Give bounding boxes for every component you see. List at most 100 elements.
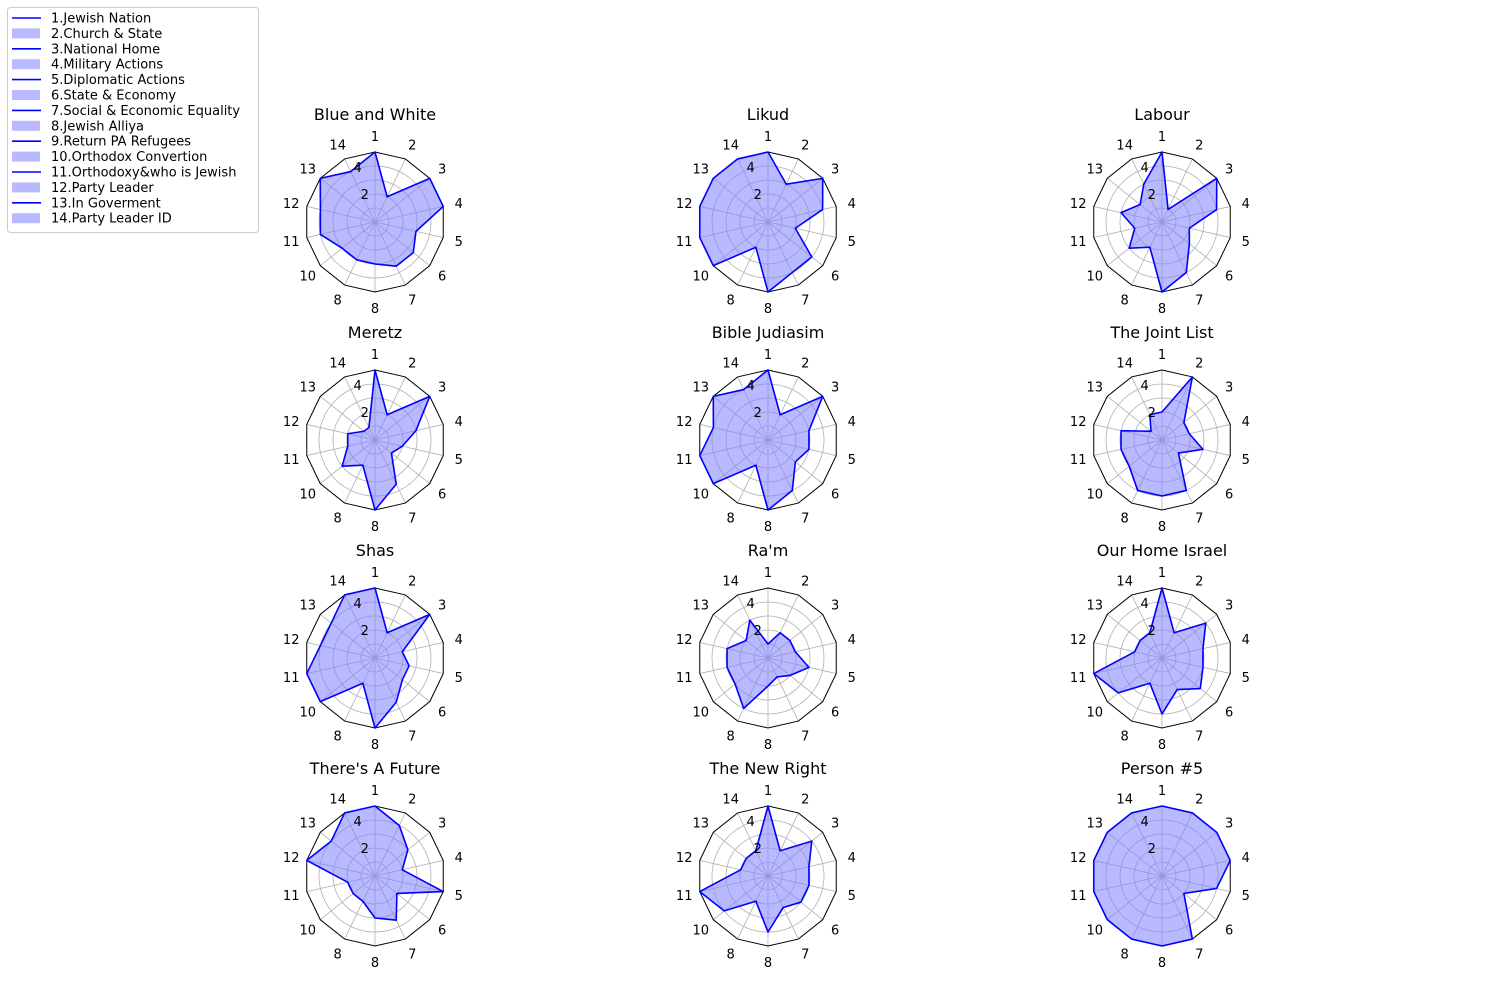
axis-tick-label: 7 (408, 948, 416, 963)
legend-item: 7.Social & Economic Equality (12, 104, 240, 119)
axis-tick-label: 8 (1158, 302, 1166, 317)
axis-tick-label: 4 (455, 415, 463, 430)
axis-tick-label: 14 (1116, 575, 1133, 590)
legend-label: 2.Church & State (51, 27, 162, 42)
radial-tick-label: 4 (746, 161, 754, 176)
axis-tick-label: 1 (1158, 784, 1166, 799)
chart-title: Likud (747, 105, 789, 124)
legend-item: 2.Church & State (12, 27, 162, 42)
radial-tick-label: 2 (1148, 842, 1156, 857)
axis-tick-label: 8 (371, 520, 379, 535)
axis-tick-label: 8 (727, 948, 735, 963)
legend-item: 14.Party Leader ID (12, 212, 172, 227)
axis-tick-label: 1 (371, 784, 379, 799)
axis-tick-label: 11 (283, 235, 300, 250)
radial-tick-label: 4 (746, 597, 754, 612)
radial-tick-label: 2 (754, 188, 762, 203)
legend-patch-swatch (12, 120, 40, 131)
axis-tick-label: 2 (1195, 357, 1203, 372)
chart-title: The Joint List (1109, 323, 1213, 342)
axis-tick-label: 10 (693, 924, 710, 939)
axis-tick-label: 3 (831, 816, 839, 831)
axis-tick-label: 11 (283, 889, 300, 904)
axis-tick-label: 8 (764, 738, 772, 753)
axis-tick-label: 6 (1225, 706, 1233, 721)
axis-tick-label: 5 (455, 671, 463, 686)
data-area (306, 806, 444, 921)
axis-tick-label: 14 (329, 793, 346, 808)
axis-tick-label: 5 (1242, 235, 1250, 250)
axis-tick-label: 8 (371, 956, 379, 971)
axis-tick-label: 7 (1195, 294, 1203, 309)
axis-tick-label: 8 (1158, 956, 1166, 971)
axis-tick-label: 12 (1070, 633, 1087, 648)
axis-tick-label: 11 (1070, 671, 1087, 686)
axis-tick-label: 2 (801, 793, 809, 808)
axis-tick-label: 6 (438, 270, 446, 285)
axis-tick-label: 11 (1070, 453, 1087, 468)
axis-tick-label: 8 (727, 294, 735, 309)
axis-tick-label: 12 (1070, 197, 1087, 212)
axis-tick-label: 8 (1121, 730, 1129, 745)
axis-tick-label: 12 (1070, 851, 1087, 866)
axis-tick-label: 7 (1195, 948, 1203, 963)
axis-tick-label: 4 (848, 851, 856, 866)
axis-tick-label: 11 (1070, 235, 1087, 250)
axis-tick-label: 13 (300, 380, 317, 395)
axis-tick-label: 3 (438, 598, 446, 613)
axis-tick-label: 2 (408, 139, 416, 154)
axis-tick-label: 14 (329, 357, 346, 372)
axis-tick-label: 5 (848, 671, 856, 686)
axis-tick-label: 6 (831, 924, 839, 939)
axis-tick-label: 6 (831, 706, 839, 721)
axis-tick-label: 6 (438, 706, 446, 721)
axis-tick-label: 3 (831, 380, 839, 395)
axis-tick-label: 12 (283, 415, 300, 430)
axis-tick-label: 12 (676, 415, 693, 430)
axis-tick-label: 3 (1225, 816, 1233, 831)
legend-item: 1.Jewish Nation (12, 12, 151, 27)
chart-title: Blue and White (314, 105, 436, 124)
axis-tick-label: 5 (455, 889, 463, 904)
axis-tick-label: 5 (455, 453, 463, 468)
axis-tick-label: 1 (1158, 566, 1166, 581)
radial-tick-label: 2 (754, 624, 762, 639)
axis-tick-label: 7 (408, 512, 416, 527)
axis-tick-label: 3 (438, 380, 446, 395)
radial-tick-label: 2 (361, 842, 369, 857)
axis-tick-label: 8 (371, 738, 379, 753)
legend-patch-swatch (12, 182, 40, 193)
axis-tick-label: 8 (727, 512, 735, 527)
axis-tick-label: 13 (1087, 380, 1104, 395)
axis-tick-label: 4 (848, 633, 856, 648)
radial-tick-label: 4 (353, 597, 361, 612)
axis-tick-label: 6 (831, 270, 839, 285)
axis-tick-label: 7 (1195, 512, 1203, 527)
axis-tick-label: 2 (408, 575, 416, 590)
axis-tick-label: 8 (334, 294, 342, 309)
axis-tick-label: 8 (334, 512, 342, 527)
chart-title: Meretz (348, 323, 402, 342)
axis-tick-label: 6 (831, 488, 839, 503)
axis-tick-label: 4 (1242, 415, 1250, 430)
axis-tick-label: 11 (283, 671, 300, 686)
axis-tick-label: 1 (1158, 348, 1166, 363)
axis-tick-label: 8 (1121, 948, 1129, 963)
legend-item: 6.State & Economy (12, 89, 176, 104)
legend-label: 10.Orthodox Convertion (51, 150, 207, 165)
radial-tick-label: 2 (1148, 188, 1156, 203)
legend-item: 10.Orthodox Convertion (12, 150, 207, 165)
axis-tick-label: 7 (801, 294, 809, 309)
axis-tick-label: 5 (1242, 453, 1250, 468)
axis-tick-label: 10 (693, 488, 710, 503)
axis-tick-label: 1 (1158, 130, 1166, 145)
radial-tick-label: 2 (1148, 406, 1156, 421)
radial-tick-label: 4 (746, 379, 754, 394)
